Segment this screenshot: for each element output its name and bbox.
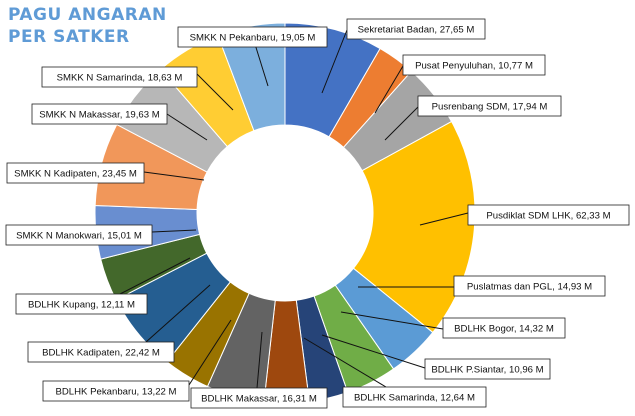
data-label-smkk-n-manokwari: SMKK N Manokwari, 15,01 M [5, 224, 153, 246]
leader-line-pusrenbang-sdm [384, 106, 419, 141]
data-label-smkk-n-kadipaten: SMKK N Kadipaten, 23,45 M [6, 162, 145, 184]
leader-line-bdlhk-kupang [119, 257, 191, 295]
data-label-box [467, 204, 630, 226]
leader-line-bdlhk-makassar [256, 331, 263, 389]
data-label-box [442, 317, 566, 339]
leader-line-bdlhk-p-siantar [321, 334, 426, 369]
data-label-text: Pusdiklat SDM LHK, 62,33 M [486, 211, 610, 222]
leader-line-smkk-n-pekanbaru [253, 40, 269, 87]
data-label-text: BDLHK Bogor, 14,32 M [454, 324, 554, 335]
data-label-text: SMKK N Manokwari, 15,01 M [16, 231, 142, 242]
leader-line-bdlhk-kadipaten [145, 284, 211, 343]
data-label-bdlhk-kupang: BDLHK Kupang, 12,11 M [15, 293, 148, 315]
data-label-bdlhk-pekanbaru: BDLHK Pekanbaru, 13,22 M [42, 380, 190, 402]
leader-line-pusdiklat-sdm-lhk [419, 212, 469, 226]
data-label-pusrenbang-sdm: Pusrenbang SDM, 17,94 M [417, 95, 562, 117]
chart-title-line-2: PER SATKER [8, 27, 130, 47]
data-label-bdlhk-samarinda: BDLHK Samarinda, 12,64 M [342, 386, 487, 408]
data-label-box [417, 95, 562, 117]
data-label-text: Pusrenbang SDM, 17,94 M [432, 102, 548, 113]
leader-lines [119, 29, 469, 389]
data-label-bdlhk-kadipaten: BDLHK Kadipaten, 22,42 M [27, 341, 175, 363]
leader-line-bdlhk-samarinda [303, 337, 387, 388]
data-label-puslatmas-dan-pgl: Puslatmas dan PGL, 14,93 M [453, 275, 606, 297]
data-label-sekretariat-badan: Sekretariat Badan, 27,65 M [346, 18, 486, 40]
leader-line-sekretariat-badan [321, 29, 348, 94]
data-label-box [342, 386, 487, 408]
chart-title: PAGU ANGARAN PER SATKER [8, 4, 167, 48]
data-label-text: SMKK N Samarinda, 18,63 M [57, 73, 183, 84]
data-label-box [6, 162, 145, 184]
data-label-smkk-n-pekanbaru: SMKK N Pekanbaru, 19,05 M [177, 26, 328, 48]
data-label-box [453, 275, 606, 297]
data-label-text: SMKK N Kadipaten, 23,45 M [14, 169, 137, 180]
data-labels: Sekretariat Badan, 27,65 M Pusat Penyuluh… [5, 18, 630, 409]
data-label-box [15, 293, 148, 315]
data-label-box [177, 26, 328, 48]
data-label-bdlhk-bogor: BDLHK Bogor, 14,32 M [442, 317, 566, 339]
data-label-box [41, 66, 198, 88]
data-label-bdlhk-p-siantar: BDLHK P.Siantar, 10,96 M [424, 358, 551, 380]
data-label-box [27, 341, 175, 363]
data-label-text: Puslatmas dan PGL, 14,93 M [467, 282, 592, 293]
data-label-text: BDLHK Samarinda, 12,64 M [354, 393, 475, 404]
leader-line-bdlhk-bogor [340, 311, 444, 330]
data-label-text: BDLHK Pekanbaru, 13,22 M [55, 387, 176, 398]
data-label-box [5, 224, 153, 246]
data-label-text: Sekretariat Badan, 27,65 M [358, 25, 475, 36]
data-label-text: BDLHK P.Siantar, 10,96 M [431, 365, 543, 376]
data-label-text: SMKK N Makassar, 19,63 M [39, 110, 160, 121]
leader-line-smkk-n-manokwari [151, 229, 197, 233]
data-label-box [424, 358, 551, 380]
data-label-box [402, 54, 546, 76]
leader-line-pusat-penyuluhan [374, 65, 404, 114]
data-label-smkk-n-makassar: SMKK N Makassar, 19,63 M [31, 103, 168, 125]
chart-title-line-1: PAGU ANGARAN [8, 5, 167, 25]
data-label-box [190, 387, 328, 409]
leader-line-smkk-n-kadipaten [143, 171, 205, 181]
data-label-box [31, 103, 168, 125]
data-label-bdlhk-makassar: BDLHK Makassar, 16,31 M [190, 387, 328, 409]
data-label-text: BDLHK Kupang, 12,11 M [28, 300, 135, 311]
leader-line-bdlhk-pekanbaru [188, 319, 232, 386]
slice-pusdiklat-sdm-lhk [352, 120, 476, 334]
leader-line-smkk-n-makassar [166, 113, 208, 141]
data-label-text: BDLHK Makassar, 16,31 M [201, 394, 317, 405]
data-label-text: SMKK N Pekanbaru, 19,05 M [190, 33, 316, 44]
data-label-pusat-penyuluhan: Pusat Penyuluhan, 10,77 M [402, 54, 546, 76]
leader-line-smkk-n-samarinda [196, 73, 234, 111]
data-label-smkk-n-samarinda: SMKK N Samarinda, 18,63 M [41, 66, 198, 88]
data-label-pusdiklat-sdm-lhk: Pusdiklat SDM LHK, 62,33 M [467, 204, 630, 226]
data-label-box [346, 18, 486, 40]
data-label-box [42, 380, 190, 402]
data-label-text: Pusat Penyuluhan, 10,77 M [415, 61, 533, 72]
data-label-text: BDLHK Kadipaten, 22,42 M [42, 348, 160, 359]
